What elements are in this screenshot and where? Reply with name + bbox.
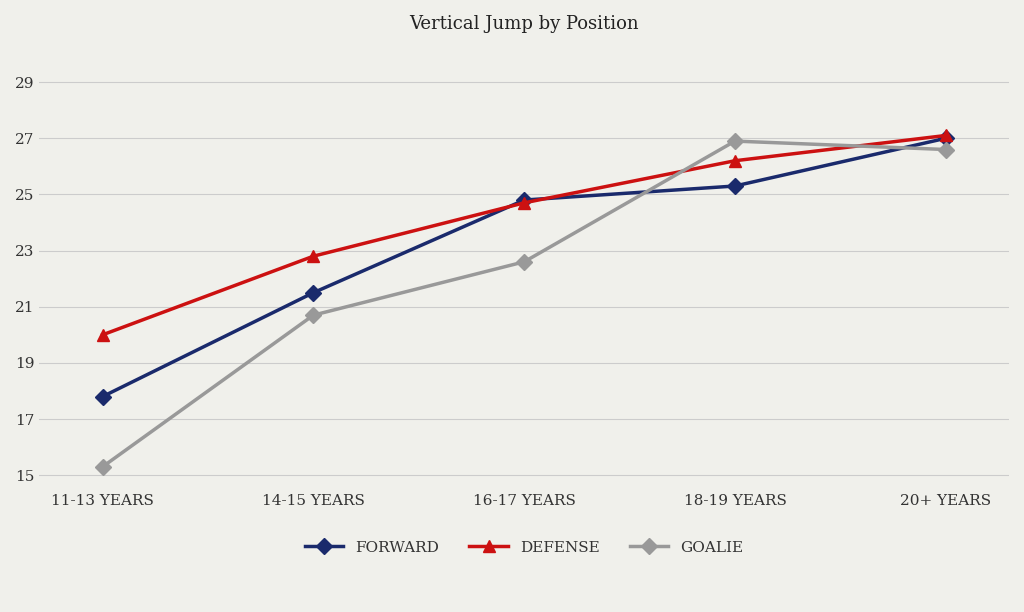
- Defense: [96, 331, 109, 338]
- Goalie: [96, 463, 109, 471]
- Defense: [307, 253, 319, 260]
- Goalie: [940, 146, 952, 153]
- Forward: [518, 196, 530, 204]
- Defense: [729, 157, 741, 165]
- Forward: [96, 393, 109, 400]
- Forward: [729, 182, 741, 190]
- Line: Forward: Forward: [97, 133, 951, 402]
- Defense: [518, 199, 530, 206]
- Goalie: [729, 138, 741, 145]
- Forward: [307, 289, 319, 296]
- Legend: FORWARD, DEFENSE, GOALIE: FORWARD, DEFENSE, GOALIE: [299, 534, 750, 561]
- Title: Vertical Jump by Position: Vertical Jump by Position: [410, 15, 639, 33]
- Forward: [940, 135, 952, 142]
- Goalie: [307, 312, 319, 319]
- Defense: [940, 132, 952, 139]
- Goalie: [518, 258, 530, 266]
- Line: Defense: Defense: [97, 130, 951, 340]
- Line: Goalie: Goalie: [97, 135, 951, 472]
